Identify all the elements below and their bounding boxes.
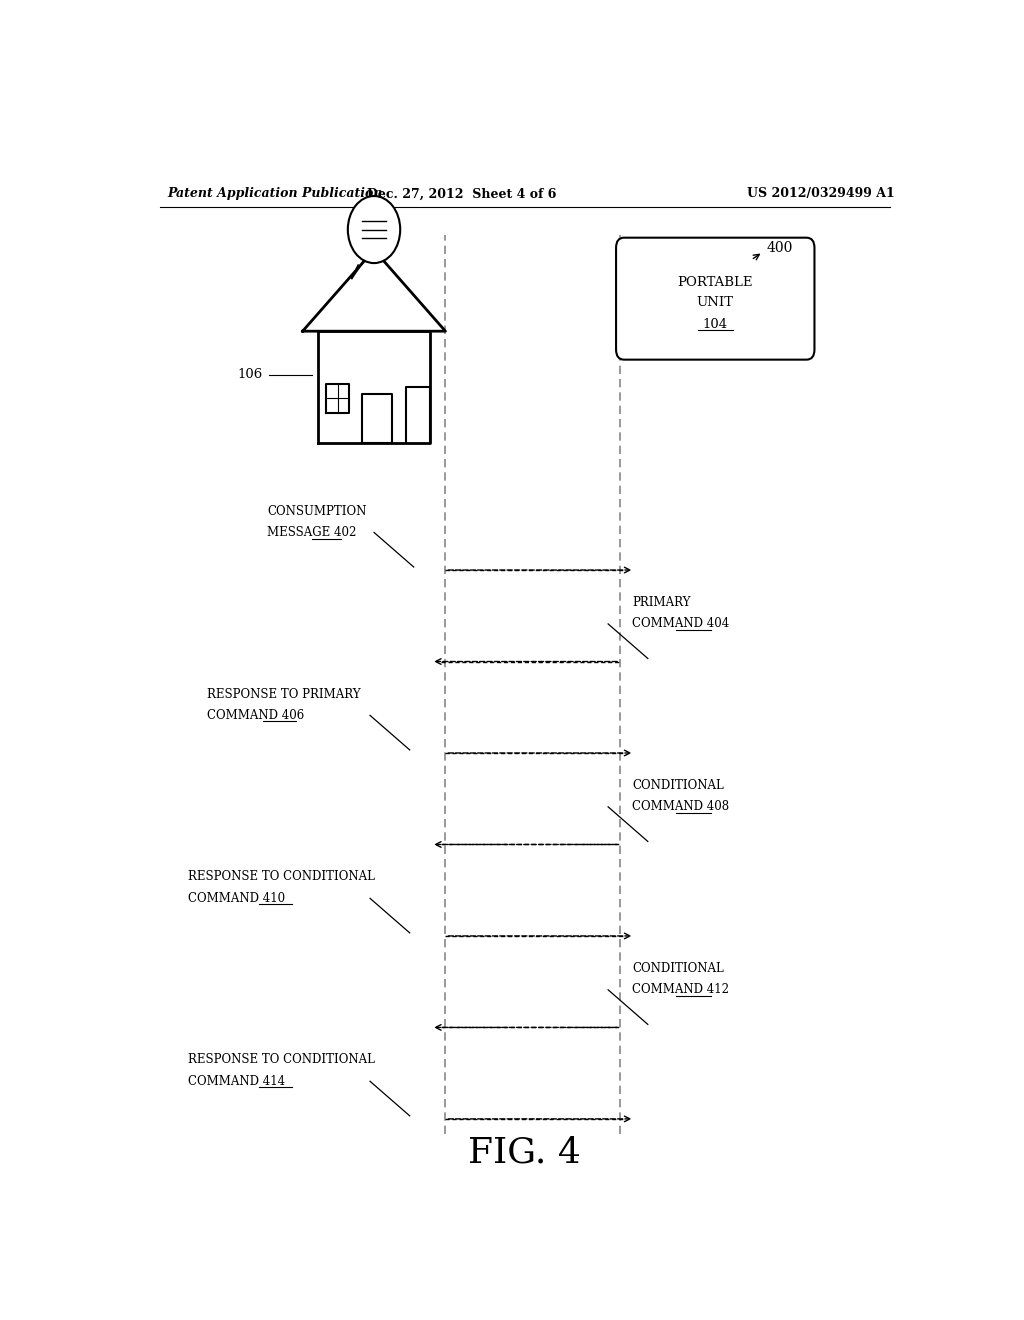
- Text: COMMAND 410: COMMAND 410: [187, 892, 285, 904]
- Text: US 2012/0329499 A1: US 2012/0329499 A1: [748, 187, 895, 201]
- Text: COMMAND 406: COMMAND 406: [207, 709, 304, 722]
- Text: UNIT: UNIT: [696, 296, 734, 309]
- Text: Dec. 27, 2012  Sheet 4 of 6: Dec. 27, 2012 Sheet 4 of 6: [367, 187, 556, 201]
- Text: PRIMARY: PRIMARY: [632, 597, 690, 609]
- Text: RESPONSE TO CONDITIONAL: RESPONSE TO CONDITIONAL: [187, 1053, 375, 1067]
- Text: CONDITIONAL: CONDITIONAL: [632, 779, 724, 792]
- Text: CONDITIONAL: CONDITIONAL: [632, 962, 724, 975]
- Text: RESPONSE TO CONDITIONAL: RESPONSE TO CONDITIONAL: [187, 870, 375, 883]
- Text: COMMAND 414: COMMAND 414: [187, 1074, 285, 1088]
- Text: COMMAND 412: COMMAND 412: [632, 983, 729, 997]
- Circle shape: [348, 195, 400, 263]
- Text: RESPONSE TO PRIMARY: RESPONSE TO PRIMARY: [207, 688, 361, 701]
- Text: Patent Application Publication: Patent Application Publication: [168, 187, 383, 201]
- FancyBboxPatch shape: [616, 238, 814, 359]
- Text: 104: 104: [702, 318, 728, 330]
- Text: CONSUMPTION: CONSUMPTION: [267, 504, 367, 517]
- Text: 106: 106: [238, 368, 263, 381]
- Text: 400: 400: [767, 240, 794, 255]
- Text: COMMAND 404: COMMAND 404: [632, 618, 729, 631]
- Text: MESSAGE 402: MESSAGE 402: [267, 525, 356, 539]
- Text: PORTABLE: PORTABLE: [678, 276, 753, 289]
- Text: FIG. 4: FIG. 4: [468, 1135, 582, 1170]
- Text: COMMAND 408: COMMAND 408: [632, 800, 729, 813]
